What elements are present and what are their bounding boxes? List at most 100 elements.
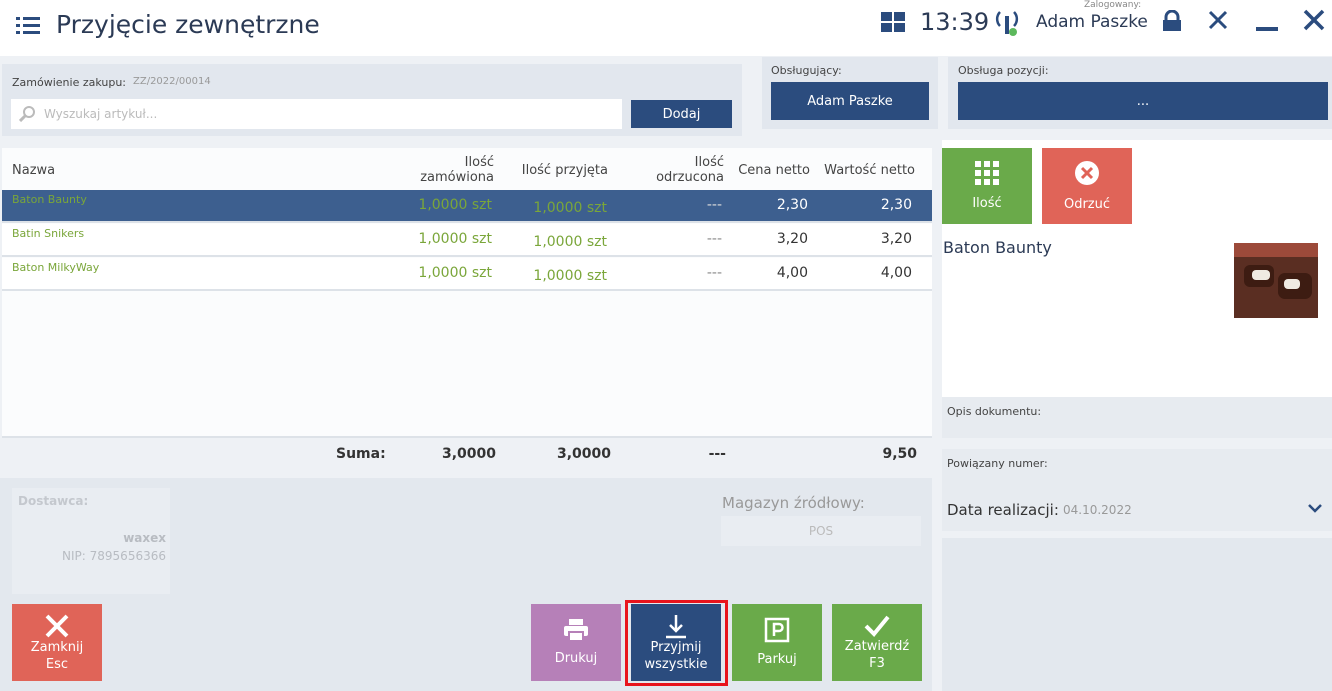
sum-ordered: 3,0000 [441,446,496,462]
search-placeholder: Wyszukaj artykuł... [44,107,158,121]
close-action[interactable]: Zamknij Esc [12,604,102,681]
grid-icon [975,160,999,185]
download-icon [666,614,686,638]
cell: Baton Baunty [12,193,87,206]
cell: 4,00 [880,265,912,281]
tiles-icon[interactable] [881,12,905,32]
position-label: Obsługa pozycji: [958,64,1049,77]
warehouse-field[interactable]: POS [721,516,921,546]
print-action[interactable]: Drukuj [531,604,621,681]
close-button[interactable] [1303,9,1325,31]
order-label: Zamówienie zakupu: [12,76,127,89]
sum-received: 3,0000 [556,446,611,462]
cell: 3,20 [880,231,912,247]
cell: 1,0000 szt [418,265,492,281]
position-panel: Obsługa pozycji: ... [948,57,1332,129]
column-header: Ilość przyjęta [521,162,608,178]
supplier-label: Dostawca: [18,494,89,508]
cell: --- [706,265,722,281]
description-field[interactable]: Opis dokumentu: [942,397,1332,438]
position-button[interactable]: ... [958,82,1328,120]
sum-row: Suma: 3,0000 3,0000 --- 9,50 [2,436,932,476]
cell: Batin Snikers [12,227,85,240]
reject-icon [1075,160,1099,185]
minimize-button[interactable] [1256,27,1278,31]
user-name: Adam Paszke [1036,12,1148,32]
related-panel: Powiązany numer: Data realizacji: 04.10.… [942,449,1332,531]
column-header: Ilość zamówiona [420,155,494,185]
warehouse-label: Magazyn źródłowy: [722,494,865,512]
column-header: Cena netto [738,162,810,178]
x-icon [45,614,69,637]
page-title: Przyjęcie zewnętrzne [56,10,320,39]
highlight-frame [625,600,728,686]
product-image [1234,243,1318,318]
reject-button[interactable]: Odrzuć [1042,148,1132,224]
accept-all-action[interactable]: Przyjmij wszystkie [631,604,721,681]
cell: 3,20 [776,231,808,247]
supplier-nip: NIP: 7895656366 [62,549,166,563]
action-key: Esc [45,656,69,672]
sum-value: 9,50 [882,446,917,462]
search-icon [19,106,35,122]
table-row[interactable]: Baton Baunty 1,0000 szt 1,0000 szt --- 2,30 2… [2,190,932,223]
cell: 1,0000 szt [533,200,607,216]
action-label: Przyjmij wszystkie [644,639,708,672]
action-label: Parkuj [757,652,797,667]
side-empty [942,538,1332,691]
order-panel: Zamówienie zakupu: ZZ/2022/00014 Wyszuka… [2,64,742,136]
column-header: Ilość odrzucona [656,155,724,185]
table-row[interactable]: Batin Snikers 1,0000 szt 1,0000 szt --- 3,20… [2,224,932,257]
table-row[interactable]: Baton MilkyWay 1,0000 szt 1,0000 szt --- 4,0… [2,258,932,291]
supplier-box[interactable]: Dostawca: waxex NIP: 7895656366 [12,488,170,594]
tools-icon[interactable] [1207,9,1229,31]
operator-label: Obsługujący: [771,64,842,77]
related-label: Powiązany numer: [947,457,1048,470]
column-header: Nazwa [12,162,56,178]
cell: Baton MilkyWay [12,261,100,274]
selected-item: Baton Baunty [943,238,1052,257]
button-label: Odrzuć [1063,196,1111,212]
logged-label: Zalogowany: [1084,0,1142,10]
description-label: Opis dokumentu: [947,405,1042,418]
item-detail: Ilość Odrzuć Baton Baunty [942,140,1332,398]
lock-icon[interactable] [1161,10,1183,32]
sum-label: Suma: [336,446,386,462]
cell: 4,00 [776,265,808,281]
cell: 1,0000 szt [418,231,492,247]
order-number: ZZ/2022/00014 [133,76,211,87]
cell: 2,30 [776,197,808,213]
date-label: Data realizacji: [947,501,1059,519]
action-label: Zatwierdź [844,638,910,654]
check-icon [864,615,890,637]
add-button[interactable]: Dodaj [631,100,732,128]
connection-icon [995,11,1019,36]
action-key: F3 [869,655,885,671]
cell: 1,0000 szt [533,234,607,250]
action-label: Drukuj [554,651,598,666]
confirm-action[interactable]: Zatwierdź F3 [832,604,922,681]
cell: --- [706,231,722,247]
menu-icon[interactable] [16,16,40,36]
park-icon [764,617,790,643]
cell: 2,30 [880,197,912,213]
clock: 13:39 [920,8,990,36]
cell: --- [706,197,722,213]
park-action[interactable]: Parkuj [732,604,822,681]
supplier-name: waxex [123,531,166,545]
action-label: Zamknij [30,639,84,655]
column-header: Wartość netto [824,162,915,178]
quantity-button[interactable]: Ilość [942,148,1032,224]
button-label: Ilość [972,195,1002,211]
search-input[interactable]: Wyszukaj artykuł... [11,99,622,129]
header-bar: Przyjęcie zewnętrzne 13:39 Zalogowany: A… [0,0,1332,56]
chevron[interactable] [1308,503,1322,513]
sum-rejected: --- [708,446,726,462]
printer-icon [564,619,588,642]
cell: 1,0000 szt [418,197,492,213]
operator-panel: Obsługujący: Adam Paszke [762,57,938,129]
date-value[interactable]: 04.10.2022 [1063,503,1132,517]
operator-button[interactable]: Adam Paszke [771,82,929,120]
cell: 1,0000 szt [533,268,607,284]
